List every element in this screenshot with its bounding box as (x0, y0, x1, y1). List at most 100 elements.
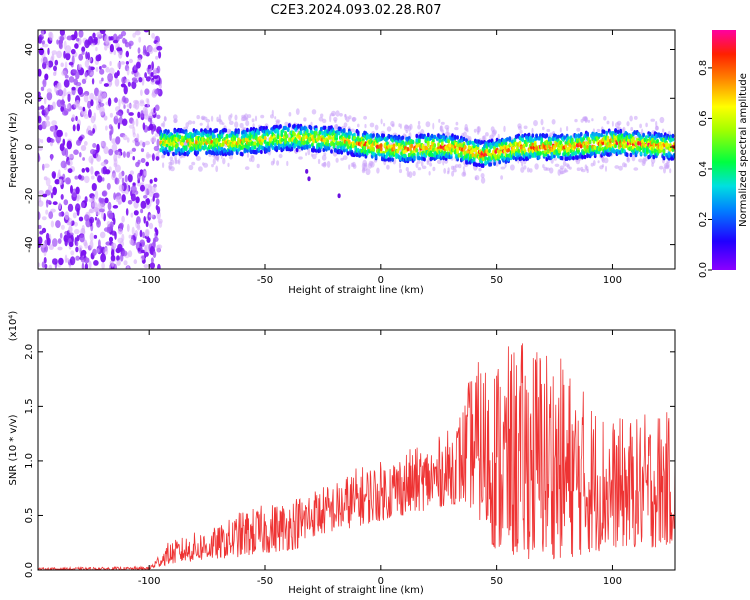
spectrogram-halo-cell (586, 168, 589, 174)
spectrogram-band-cell (669, 147, 672, 152)
spectrogram-noise-cell (133, 64, 137, 71)
spectrogram-noise-cell (45, 209, 49, 215)
spectrogram-noise-cell (146, 198, 150, 205)
spectrogram-noise-cell (75, 82, 82, 87)
spectrogram-band-cell (508, 136, 512, 141)
spectrogram-noise-cell (109, 44, 114, 53)
spectrogram-noise-cell (44, 263, 48, 269)
spectrogram-halo-cell (576, 127, 581, 132)
spectrogram-halo-cell (663, 167, 666, 174)
spectrogram-band-cell (458, 138, 462, 144)
spectrogram-halo-cell (574, 118, 578, 123)
spectrogram-noise-cell (146, 237, 151, 243)
spectrogram-halo-cell (566, 126, 569, 132)
spectrogram-band-cell (327, 146, 331, 151)
spectrogram-halo-cell (202, 162, 205, 166)
spectrogram-noise-cell (51, 120, 57, 126)
spectrogram-noise-cell (50, 154, 53, 161)
spectrogram-noise-cell (157, 263, 161, 269)
spectrogram-noise-cell (145, 76, 151, 82)
spectrogram-band-cell (349, 131, 352, 136)
spectrogram-noise-cell (74, 30, 78, 39)
spectrogram-band-cell (537, 155, 541, 160)
spectrogram-x-tick-label: 0 (378, 275, 384, 286)
spectrogram-band-cell (672, 153, 675, 159)
spectrogram-noise-cell (136, 133, 140, 140)
spectrogram-noise-cell (149, 118, 153, 125)
spectrogram-halo-cell (432, 166, 436, 172)
spectrogram-halo-cell (227, 162, 230, 167)
spectrogram-noise-cell (96, 98, 99, 106)
spectrogram-noise-cell (82, 106, 86, 112)
spectrogram-y-tick-label: -40 (24, 236, 35, 252)
spectrogram-halo-cell (380, 118, 383, 125)
spectrogram-noise-cell (133, 259, 138, 265)
spectrogram-band-cell (635, 149, 639, 154)
spectrogram-noise-cell (102, 141, 107, 148)
spectrogram-noise-cell (96, 248, 100, 253)
spectrogram-noise-cell (74, 175, 79, 180)
spectrogram-halo-cell (446, 127, 449, 134)
spectrogram-band-cell (173, 129, 177, 134)
spectrogram-halo-cell (335, 110, 340, 117)
spectrogram-band-cell (251, 130, 254, 135)
spectrogram-band-cell (178, 134, 182, 140)
spectrogram-noise-cell (63, 79, 70, 88)
spectrogram-band-cell (271, 145, 275, 150)
spectrogram-x-axis-label: Height of straight line (km) (288, 285, 424, 296)
spectrogram-noise-cell (84, 59, 90, 68)
spectrogram-halo-cell (551, 119, 556, 125)
spectrogram-noise-cell (121, 233, 125, 242)
spectrogram-noise-cell (65, 45, 72, 54)
spectrogram-noise-cell (87, 100, 92, 109)
spectrogram-band-cell (438, 138, 442, 143)
spectrogram-noise-cell (99, 68, 105, 75)
spectrogram-halo-cell (553, 157, 557, 161)
spectrogram-noise-cell (76, 37, 80, 42)
spectrogram-noise-cell (58, 202, 62, 210)
spectrogram-halo-cell (322, 118, 327, 124)
spectrogram-band-cell (356, 130, 360, 135)
spectrogram-band-cell (276, 134, 280, 140)
spectrogram-band-cell (319, 126, 323, 132)
spectrogram-band-cell (382, 133, 386, 138)
spectrogram-band-cell (671, 133, 675, 139)
spectrogram-halo-cell (584, 164, 588, 170)
spectrogram-halo-cell (254, 115, 258, 122)
spectrogram-noise-cell (76, 139, 82, 146)
spectrogram-noise-cell (105, 169, 111, 175)
spectrogram-noise-cell (81, 78, 87, 85)
spectrogram-band-cell (521, 134, 524, 139)
spectrogram-noise-cell (64, 148, 69, 158)
spectrogram-halo-cell (629, 115, 633, 122)
spectrogram-band-cell (488, 148, 491, 154)
spectrogram-band-cell (458, 142, 462, 147)
spectrogram-noise-cell (114, 177, 120, 185)
spectrogram-noise-cell (66, 35, 73, 41)
spectrogram-noise-cell (104, 197, 109, 204)
spectrogram-band-cell (175, 143, 179, 148)
spectrogram-noise-cell (84, 242, 88, 249)
spectrogram-halo-cell (192, 120, 196, 125)
spectrogram-noise-cell (48, 264, 53, 269)
spectrogram-band-cell (453, 134, 457, 139)
spectrogram-noise-cell (156, 45, 163, 51)
spectrogram-noise-cell (114, 72, 119, 79)
spectrogram-halo-cell (661, 128, 665, 133)
spectrogram-halo-cell (631, 154, 636, 162)
spectrogram-band-cell (513, 137, 517, 143)
colorbar-tick-label: 0.2 (698, 212, 709, 228)
spectrogram-halo-cell (645, 122, 648, 128)
spectrogram-noise-cell (64, 74, 69, 79)
spectrogram-noise-cell (39, 230, 44, 235)
spectrogram-noise-cell (150, 257, 154, 264)
spectrogram-noise-cell (50, 138, 55, 143)
spectrogram-band-cell (335, 133, 338, 139)
spectrogram-noise-cell (64, 132, 68, 137)
spectrogram-halo-cell (198, 166, 203, 172)
spectrogram-noise-cell (52, 124, 56, 132)
spectrogram-band-cell (564, 141, 568, 146)
spectrogram-band-cell (489, 162, 493, 167)
spectrogram-band-cell (593, 145, 597, 150)
spectrogram-noise-cell (79, 234, 85, 243)
